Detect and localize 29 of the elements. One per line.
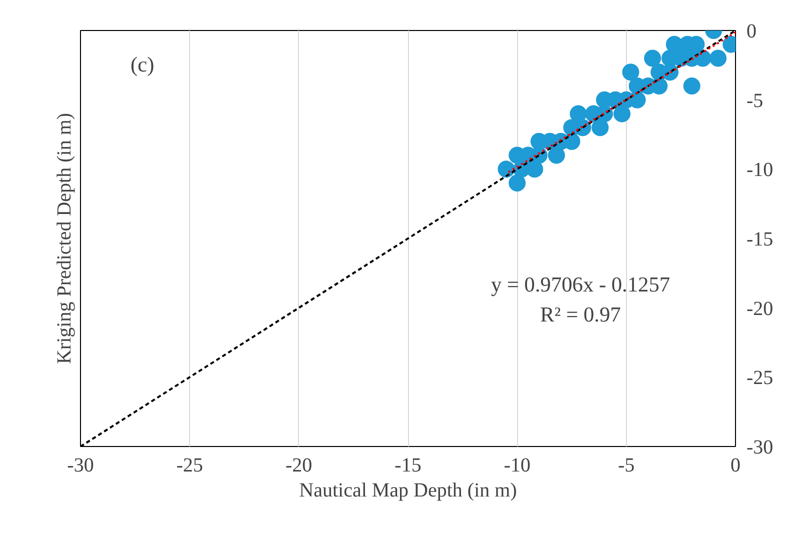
point (683, 77, 700, 94)
y-tick-label: 0 (746, 20, 756, 42)
point (508, 174, 526, 192)
point (622, 64, 640, 81)
annotation: (c) (130, 52, 154, 76)
x-tick-label: -30 (67, 454, 94, 476)
point (613, 105, 630, 122)
y-tick-label: -25 (746, 367, 774, 390)
x-tick-label: -5 (618, 454, 635, 476)
annotation: y = 0.9706x - 0.1257 (490, 272, 670, 296)
y-tick-label: -30 (746, 436, 774, 458)
annotation: R² = 0.97 (540, 302, 622, 326)
point (644, 50, 662, 67)
point (526, 160, 544, 178)
point (592, 119, 609, 136)
y-tick-label: -15 (746, 228, 774, 250)
x-tick-label: -20 (286, 454, 312, 476)
point (548, 146, 565, 164)
point (710, 50, 727, 67)
y-tick-label: -10 (746, 159, 774, 182)
y-tick-label: -20 (746, 298, 774, 320)
x-tick-label: -25 (176, 454, 204, 476)
point (570, 105, 587, 122)
x-tick-label: -10 (504, 454, 531, 476)
x-tick-label: -15 (394, 454, 422, 476)
x-tick-label: 0 (730, 454, 740, 476)
y-tick-label: -5 (746, 90, 764, 112)
y-axis-title: Kriging Predicted Depth (in m) (54, 112, 76, 364)
x-axis-title: Nautical Map Depth (in m) (299, 480, 517, 502)
